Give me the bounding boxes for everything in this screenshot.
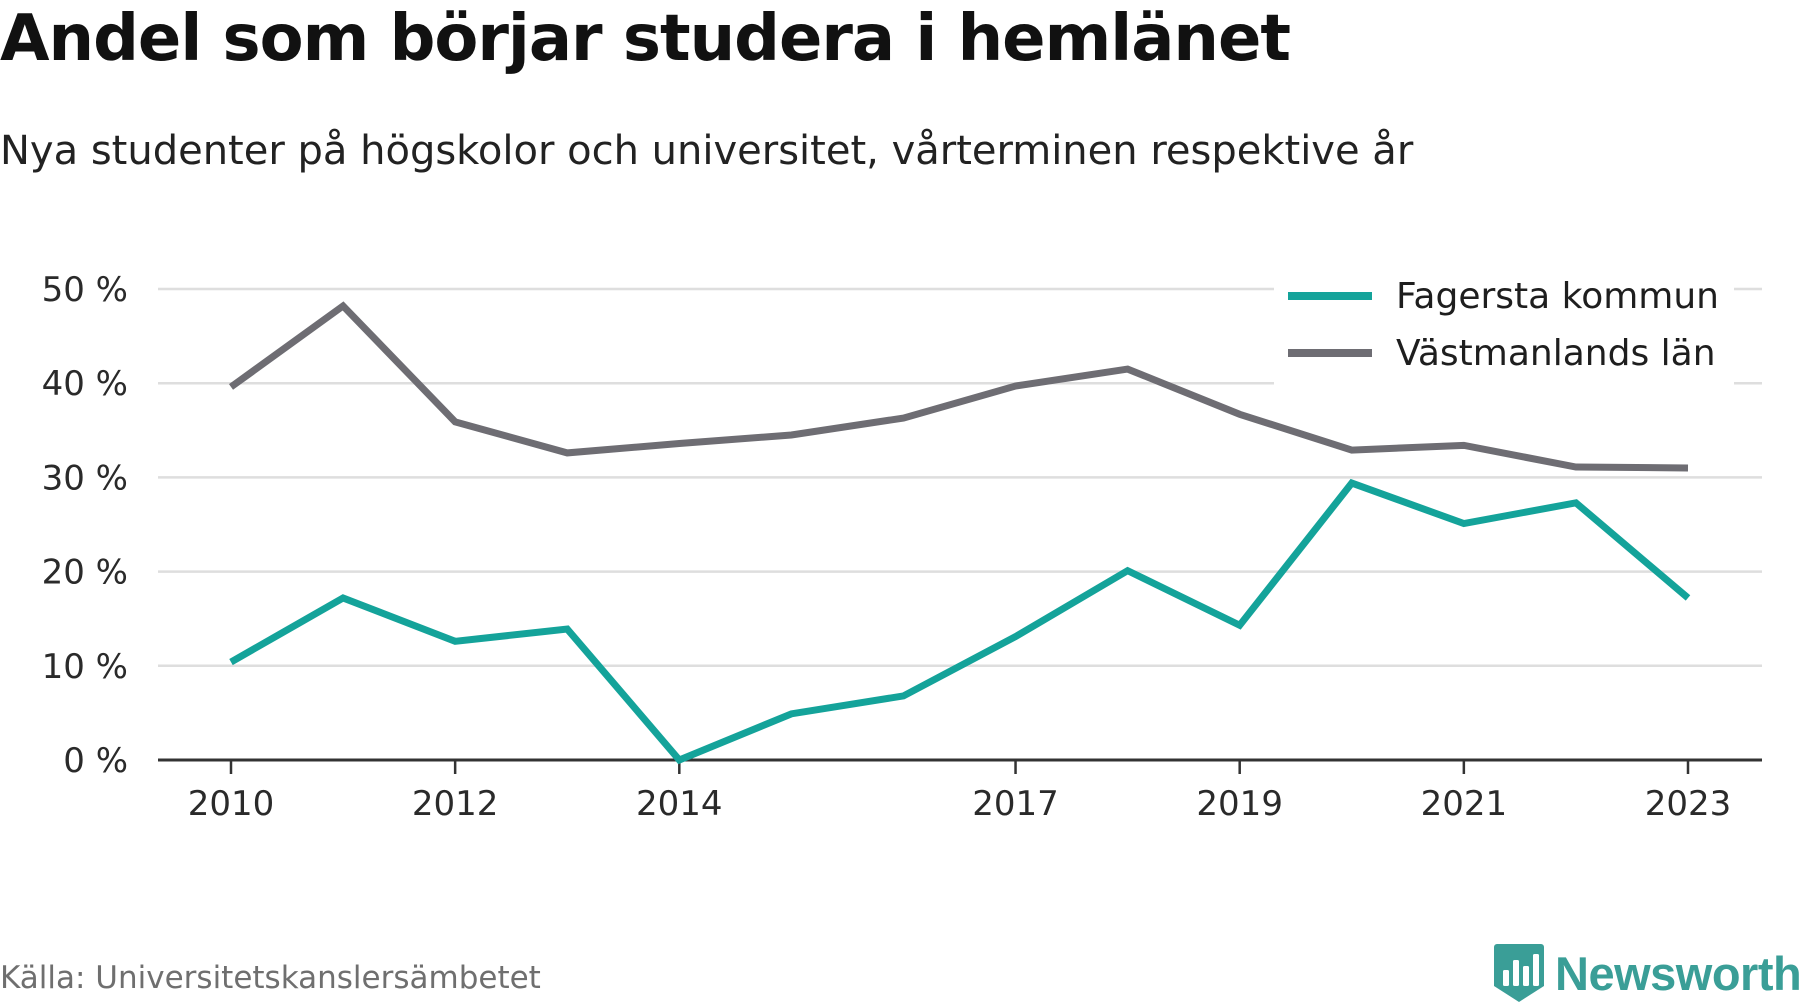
y-tick-label: 40 %: [42, 364, 128, 404]
x-tick-label: 2021: [1421, 784, 1508, 824]
y-tick-label: 0 %: [63, 741, 128, 781]
y-tick-label: 30 %: [42, 458, 128, 498]
series-line-0: [231, 483, 1688, 760]
source-note: Källa: Universitetskanslersämbetet: [0, 960, 541, 996]
x-tick-label: 2023: [1645, 784, 1732, 824]
newsworthy-icon: [1493, 942, 1545, 1004]
y-tick-label: 20 %: [42, 553, 128, 593]
y-tick-label: 10 %: [42, 647, 128, 687]
y-axis-labels: 0 % 10 % 20 % 30 % 40 % 50 %: [42, 270, 128, 781]
x-axis: 2010 2012 2014 2017 2019 2021 2023: [158, 760, 1762, 824]
legend-label: Fagersta kommun: [1396, 276, 1719, 317]
newsworthy-logo: Newsworthy: [1493, 942, 1800, 1004]
x-tick-label: 2010: [188, 784, 275, 824]
brand-name: Newsworthy: [1555, 946, 1800, 1001]
legend: Fagersta kommun Västmanlands län: [1274, 268, 1734, 386]
x-tick-label: 2014: [636, 784, 723, 824]
x-tick-label: 2019: [1196, 784, 1283, 824]
x-tick-label: 2017: [972, 784, 1059, 824]
legend-label: Västmanlands län: [1396, 333, 1716, 374]
x-tick-label: 2012: [412, 784, 499, 824]
y-tick-label: 50 %: [42, 270, 128, 310]
